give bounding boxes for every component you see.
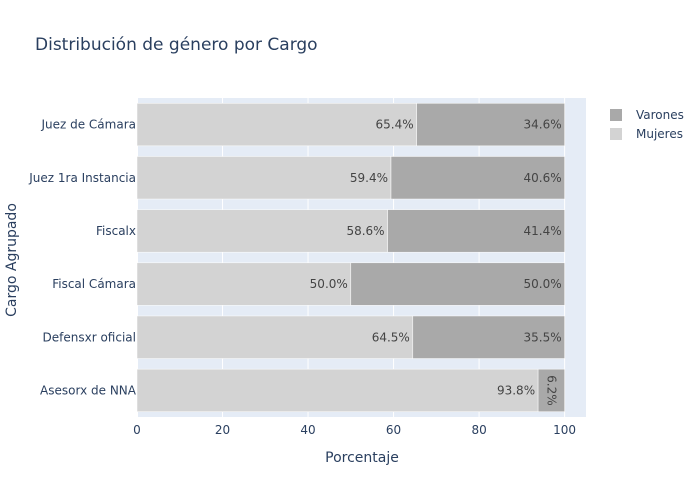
plot-area — [137, 98, 586, 417]
legend-item-varones[interactable]: Varones — [610, 108, 684, 122]
bar-value-label: 34.6% — [523, 118, 561, 132]
y-tick-label: Asesorx de NNA — [40, 383, 137, 397]
bar-mujeres[interactable] — [136, 209, 388, 253]
bar-value-label: 6.2% — [544, 375, 558, 406]
y-axis-title: Cargo Agrupado — [4, 203, 20, 317]
x-tick-label: 40 — [300, 423, 315, 437]
legend-swatch — [610, 128, 622, 140]
bar-mujeres[interactable] — [136, 262, 352, 306]
bars — [136, 103, 565, 412]
bar-value-label: 64.5% — [372, 330, 410, 344]
bar-value-label: 59.4% — [350, 171, 388, 185]
x-tick-label: 80 — [471, 423, 486, 437]
bar-value-label: 35.5% — [523, 330, 561, 344]
bar-value-label: 50.0% — [523, 277, 561, 291]
x-tick-label: 20 — [215, 423, 230, 437]
y-tick-label: Defensxr oficial — [43, 330, 136, 344]
bar-mujeres[interactable] — [136, 156, 392, 200]
chart-title: Distribución de género por Cargo — [35, 35, 318, 55]
bar-value-label: 41.4% — [523, 224, 561, 238]
x-tick-label: 60 — [386, 423, 401, 437]
x-tick-labels: 0 20 40 60 80 100 — [133, 423, 576, 437]
gridlines — [136, 98, 566, 417]
legend-label: Mujeres — [636, 127, 683, 141]
legend[interactable]: Varones Mujeres — [610, 108, 684, 141]
y-tick-labels: Juez de Cámara Juez 1ra Instancia Fiscalx F… — [28, 118, 137, 398]
bar-value-label: 93.8% — [497, 383, 535, 397]
legend-item-mujeres[interactable]: Mujeres — [610, 127, 683, 141]
bar-varones[interactable] — [537, 368, 565, 412]
bar-value-label: 50.0% — [310, 277, 348, 291]
bar-varones[interactable] — [390, 156, 565, 200]
x-tick-label: 100 — [553, 423, 576, 437]
bar-value-label: 65.4% — [376, 118, 414, 132]
bar-varones[interactable] — [350, 262, 565, 306]
legend-label: Varones — [636, 108, 684, 122]
y-tick-label: Fiscal Cámara — [52, 277, 136, 291]
y-tick-label: Fiscalx — [96, 224, 136, 238]
x-tick-label: 0 — [133, 423, 141, 437]
bar-mujeres[interactable] — [136, 368, 539, 412]
bar-varones[interactable] — [416, 103, 565, 147]
bar-value-label: 58.6% — [346, 224, 384, 238]
x-axis-title: Porcentaje — [325, 450, 399, 466]
legend-swatch — [610, 109, 622, 121]
y-tick-label: Juez 1ra Instancia — [28, 171, 136, 185]
y-tick-label: Juez de Cámara — [40, 118, 136, 132]
bar-varones[interactable] — [412, 315, 565, 359]
bar-varones[interactable] — [387, 209, 565, 253]
bar-labels: 65.4% 34.6% 59.4% 40.6% 58.6% 41.4% 50.0% 50.0%… — [310, 118, 562, 406]
bar-value-label: 40.6% — [523, 171, 561, 185]
bar-mujeres[interactable] — [136, 315, 414, 359]
